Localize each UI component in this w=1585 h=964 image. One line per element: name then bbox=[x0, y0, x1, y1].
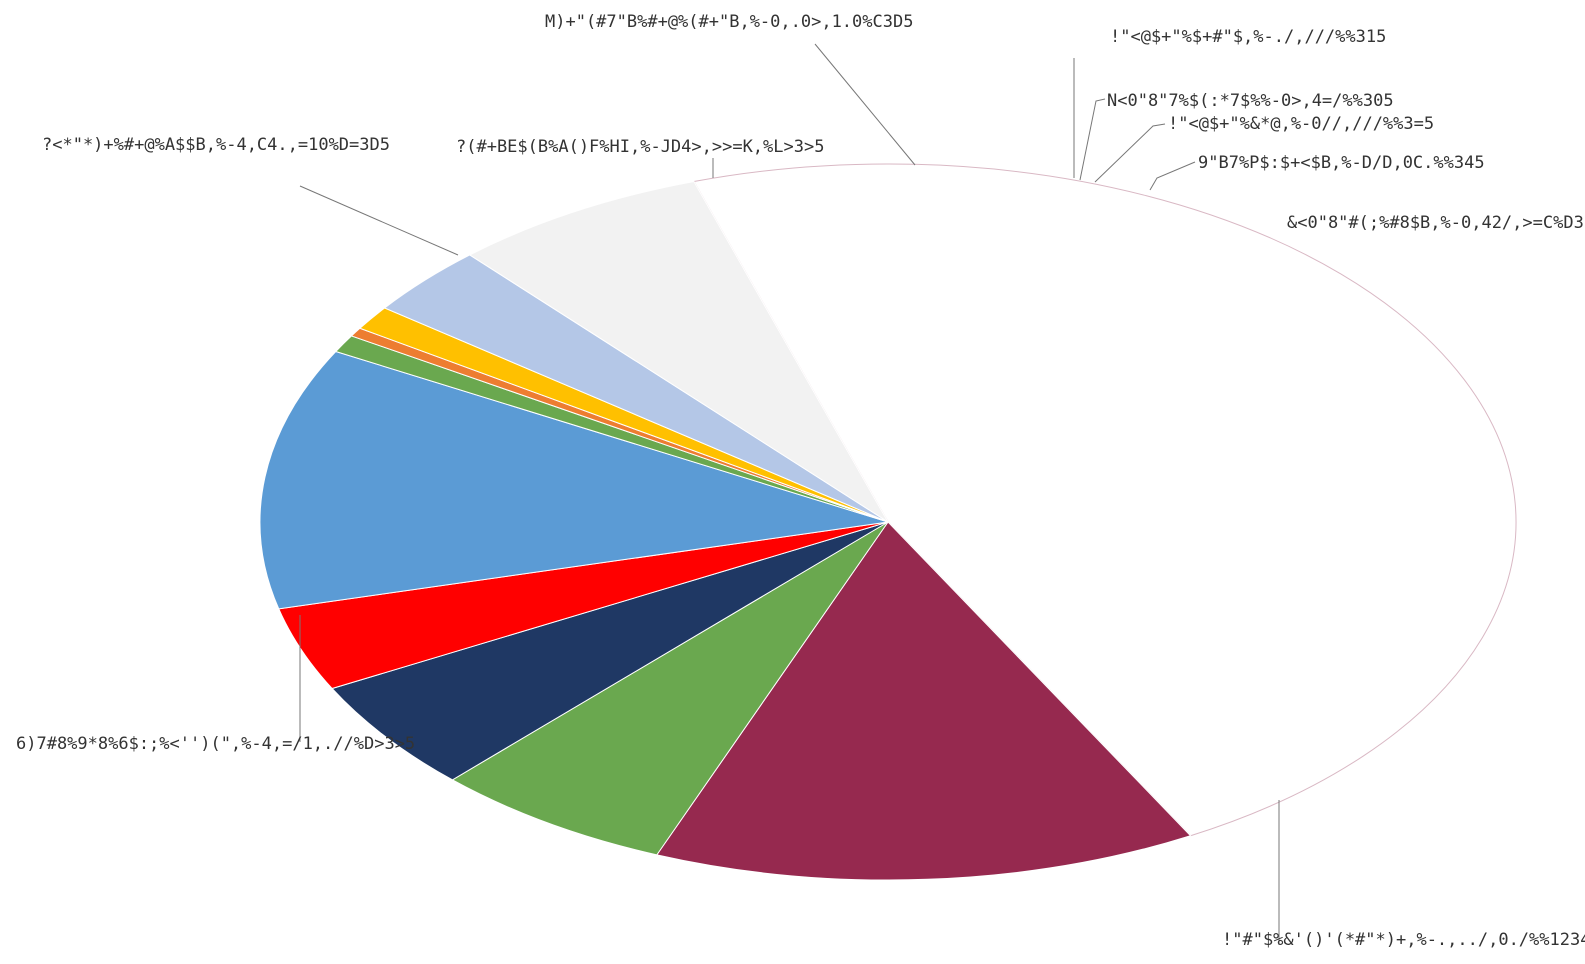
leader-line bbox=[814, 43, 916, 166]
slice-label: N<0"8"7%$(:*7$%%-0>,4=/%%305 bbox=[1107, 91, 1394, 111]
pie-slices bbox=[259, 163, 1517, 881]
slice-label: ?(#+BE$(B%A()F%HI,%-JD4>,>>=K,%L>3>5 bbox=[456, 137, 824, 157]
pie-slice bbox=[655, 521, 1192, 881]
slice-label: ?<*"*)+%#+@%A$$B,%-4,C4.,=10%D=3D5 bbox=[42, 135, 390, 155]
slice-label: 9"B7%P$:$+<$B,%-D/D,0C.%%345 bbox=[1198, 153, 1485, 173]
pie-slice bbox=[451, 521, 889, 856]
pie-slice bbox=[259, 350, 889, 610]
slice-label: !"#"$%&'()'(*#"*)+,%-.,../,0./%%12345 bbox=[1222, 930, 1585, 950]
leader-lines bbox=[299, 43, 1280, 945]
slice-label: &<0"8"#(;%#8$B,%-0,42/,>=C%D325 bbox=[1287, 213, 1585, 233]
slice-labels: M)+"(#7"B%#+@%(#+"B,%-0,.0>,1.0%C3D5 !"<… bbox=[16, 12, 1585, 950]
pie-slice bbox=[468, 180, 889, 523]
leader-line bbox=[299, 185, 459, 256]
slice-label: !"<@$+"%$+#"$,%-./,///%%315 bbox=[1110, 27, 1386, 47]
leader-line bbox=[1079, 98, 1106, 181]
slice-label: M)+"(#7"B%#+@%(#+"B,%-0,.0>,1.0%C3D5 bbox=[545, 12, 913, 32]
slice-label: 6)7#8%9*8%6$:;%<'')(",%-4,=/1,.//%D>3>5 bbox=[16, 734, 415, 754]
pie-slice bbox=[331, 521, 889, 781]
leader-line bbox=[1149, 161, 1196, 191]
slice-label: !"<@$+"%&*@,%-0//,///%%3=5 bbox=[1168, 114, 1434, 134]
pie-slice bbox=[693, 163, 1517, 837]
leader-line bbox=[1094, 123, 1166, 183]
